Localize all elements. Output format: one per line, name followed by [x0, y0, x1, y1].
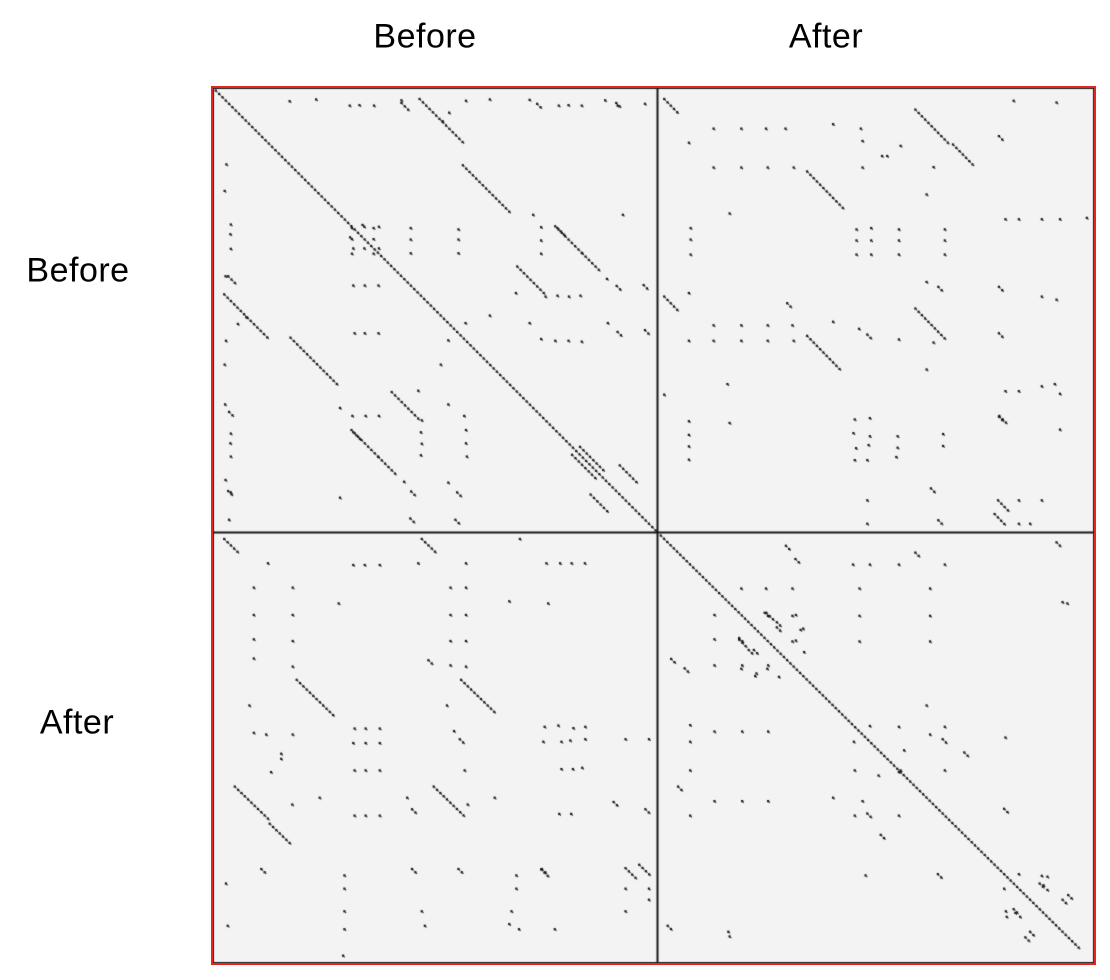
x-section-label-after: After: [788, 17, 864, 56]
y-section-label-before: Before: [26, 251, 130, 290]
dotplot-frame: [211, 86, 1096, 965]
x-section-label-before: Before: [373, 17, 477, 56]
y-section-label-after: After: [39, 703, 115, 742]
dotplot-canvas: [213, 88, 1094, 963]
